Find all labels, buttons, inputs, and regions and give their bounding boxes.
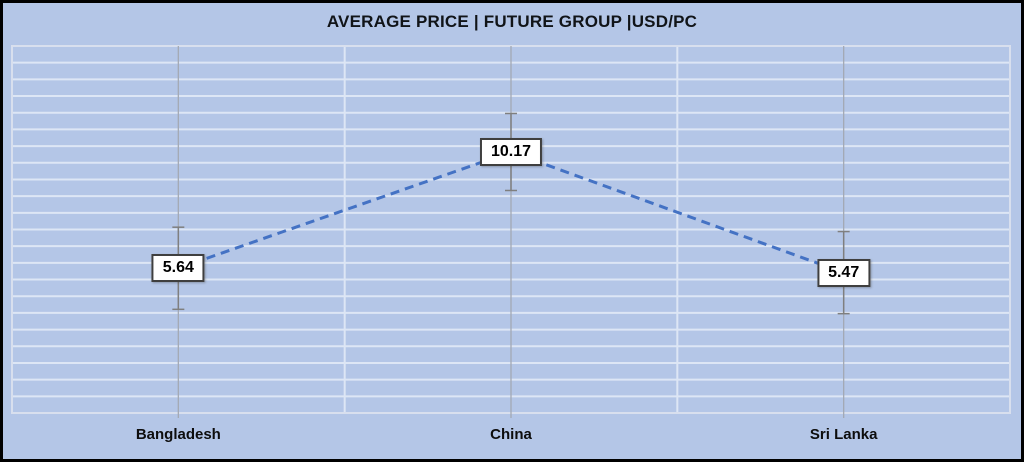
chart-title: AVERAGE PRICE | FUTURE GROUP |USD/PC xyxy=(326,12,698,31)
x-axis-label-china: China xyxy=(490,426,532,443)
x-axis-label-sri-lanka: Sri Lanka xyxy=(809,426,878,443)
plot-svg xyxy=(11,45,1011,418)
x-axis-label-bangladesh: Bangladesh xyxy=(135,426,221,443)
data-label-china: 10.17 xyxy=(479,137,543,166)
data-label-sri-lanka: 5.47 xyxy=(817,258,871,287)
data-label-bangladesh: 5.64 xyxy=(151,254,205,283)
